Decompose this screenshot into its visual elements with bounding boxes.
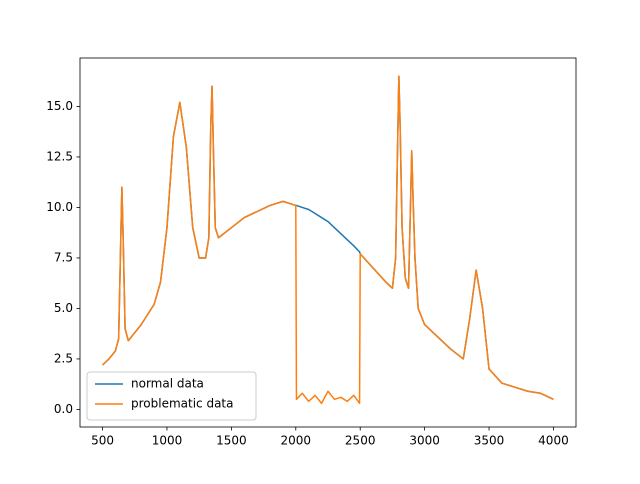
y-tick-label: 15.0 — [46, 99, 73, 113]
legend-label: problematic data — [131, 397, 234, 411]
y-tick-label: 7.5 — [54, 250, 73, 264]
legend-box — [86, 371, 257, 421]
y-tick-label: 2.5 — [54, 351, 73, 365]
data-line — [102, 75, 554, 405]
y-tick-label: 5.0 — [54, 301, 73, 315]
axes-frame — [79, 57, 577, 428]
x-tick-label: 500 — [91, 434, 114, 448]
x-tick-label: 2500 — [345, 434, 376, 448]
y-tick-label: 10.0 — [46, 200, 73, 214]
x-tick-label: 4000 — [538, 434, 569, 448]
y-tick-label: 0.0 — [54, 402, 73, 416]
x-tick-label: 1000 — [152, 434, 183, 448]
x-tick-label: 2000 — [281, 434, 312, 448]
y-tick-label: 12.5 — [46, 149, 73, 163]
x-tick-label: 3000 — [409, 434, 440, 448]
legend: normal data problematic data — [86, 371, 257, 421]
x-tick-label: 1500 — [216, 434, 247, 448]
x-tick-label: 3500 — [474, 434, 505, 448]
legend-label: normal data — [131, 377, 204, 391]
